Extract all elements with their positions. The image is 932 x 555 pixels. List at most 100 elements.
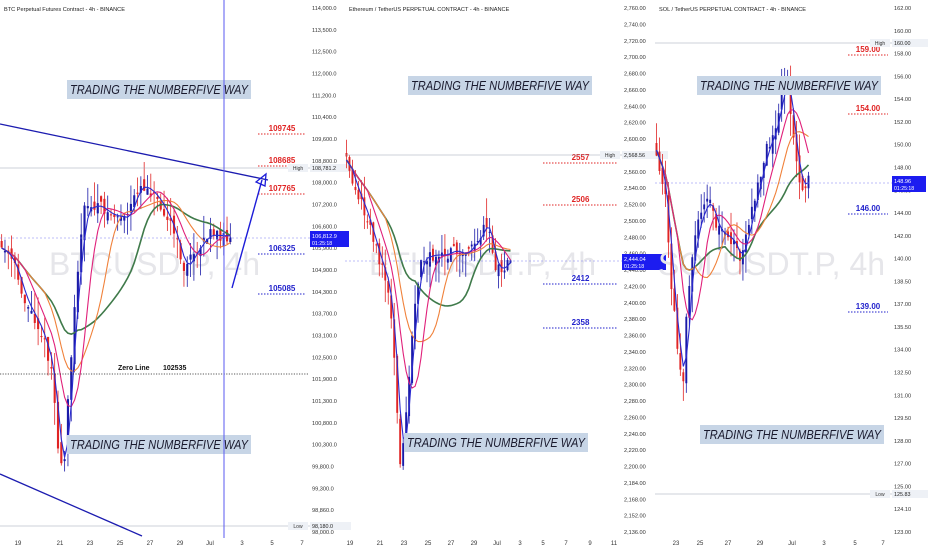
candle-body xyxy=(503,270,506,273)
price-tick-label: 104,300.0 xyxy=(312,290,337,296)
price-tag-timer: 01:25:18 xyxy=(624,264,644,270)
time-tick-label: Jul xyxy=(493,541,501,547)
time-tick-label: 27 xyxy=(147,541,154,547)
candle-body xyxy=(482,224,485,237)
price-tick-label: 108,800.0 xyxy=(312,159,337,165)
price-tick-label: 2,152.00 xyxy=(624,514,646,520)
candle-body xyxy=(405,412,408,442)
candle-body xyxy=(387,281,390,293)
candle-body xyxy=(199,248,202,257)
price-tick-label: 2,300.00 xyxy=(624,383,646,389)
candle-body xyxy=(738,250,741,261)
candle-body xyxy=(509,260,512,263)
moving-average-line xyxy=(655,131,809,279)
candle-body xyxy=(70,357,73,400)
candle-body xyxy=(801,175,804,190)
price-tick-label: 103,700.0 xyxy=(312,312,337,318)
candle-body xyxy=(56,401,60,449)
price-axis: 2,760.00 2,740.00 2,720.00 2,700.00 2,680.00… xyxy=(624,6,646,536)
candle-body xyxy=(109,214,113,216)
candle-body xyxy=(443,248,446,257)
time-axis: 19 21 23 25 27 29 Jul 3 5 7 xyxy=(15,541,305,547)
price-tick-label: 2,720.00 xyxy=(624,39,646,45)
price-tick-label: 162.00 xyxy=(894,6,911,12)
price-tick-label: 2,480.00 xyxy=(624,235,646,241)
candles xyxy=(655,65,810,401)
level-label: 106325 xyxy=(269,244,296,253)
candle-body xyxy=(789,83,792,114)
candle-body xyxy=(655,143,658,156)
price-tick-label: 2,500.00 xyxy=(624,219,646,225)
promo-banner xyxy=(697,76,881,95)
candle-body xyxy=(83,205,86,241)
price-tick-label: 101,300.0 xyxy=(312,399,337,405)
price-tag-value: 106,812.9 xyxy=(312,234,337,240)
level-label: 159.00 xyxy=(856,45,881,54)
time-tick-label: 5 xyxy=(270,541,274,547)
price-tick-label: 99,800.0 xyxy=(312,465,334,471)
level-label: 2557 xyxy=(572,153,590,162)
time-tick-label: 3 xyxy=(518,541,522,547)
price-tag-timer: 01:25:18 xyxy=(894,186,914,192)
candle-body xyxy=(13,257,16,264)
price-tick-label: 114,000.0 xyxy=(312,6,336,12)
zero-line-value: 102535 xyxy=(163,365,186,372)
candle-body xyxy=(186,263,189,276)
time-tick-label: 5 xyxy=(541,541,545,547)
price-tick-label: 2,420.00 xyxy=(624,284,646,290)
candle-body xyxy=(390,295,393,319)
candle-body xyxy=(470,244,473,247)
level-label: 2506 xyxy=(572,195,590,204)
candle-body xyxy=(46,336,50,361)
candle-body xyxy=(414,303,417,342)
candle-body xyxy=(679,353,682,370)
time-axis: 19 21 23 25 27 29 Jul 3 5 7 9 11 xyxy=(347,541,618,547)
candle-body xyxy=(136,192,139,194)
candle-body xyxy=(703,204,706,210)
candle-body xyxy=(372,222,375,242)
candle-body xyxy=(446,258,449,263)
candle-body xyxy=(488,231,491,233)
price-tick-label: 2,600.00 xyxy=(624,137,646,143)
price-tick-label: 144.00 xyxy=(894,211,911,217)
candle-body xyxy=(63,459,66,462)
candle-body xyxy=(697,219,700,239)
candle-body xyxy=(750,206,753,220)
candle-body xyxy=(139,186,142,193)
time-tick-label: Jul xyxy=(788,541,796,547)
candle-body xyxy=(20,277,23,294)
candle-body xyxy=(133,195,136,208)
candle-body xyxy=(682,372,685,382)
candle-body xyxy=(771,135,774,154)
promo-banner-text: TRADING THE NUMBERFIVE WAY xyxy=(703,428,882,442)
price-tick-label: 102,500.0 xyxy=(312,355,337,361)
candle-body xyxy=(747,224,750,235)
candles xyxy=(345,139,512,470)
high-label: High xyxy=(605,153,616,159)
candle-body xyxy=(792,115,795,138)
candle-body xyxy=(661,167,664,185)
price-tick-label: 107,200.0 xyxy=(312,203,337,209)
price-tick-label: 2,260.00 xyxy=(624,415,646,421)
price-tick-label: 154.00 xyxy=(894,97,911,103)
candle-body xyxy=(384,267,387,281)
candle-body xyxy=(685,316,688,384)
candle-body xyxy=(162,209,166,216)
low-label-box xyxy=(288,522,308,530)
candle-body xyxy=(0,241,3,248)
candle-body xyxy=(500,260,503,273)
candle-body xyxy=(129,203,132,213)
level-label: 2358 xyxy=(572,318,590,327)
candle-body xyxy=(694,235,697,261)
candle-body xyxy=(670,243,673,290)
candle-body xyxy=(357,189,360,200)
time-tick-label: 9 xyxy=(588,541,592,547)
candle-body xyxy=(103,198,106,214)
candle-body xyxy=(146,188,149,195)
price-tick-label: 140.00 xyxy=(894,257,911,263)
price-tick-label: 2,760.00 xyxy=(624,6,646,12)
candle-body xyxy=(3,250,7,253)
time-tick-label: 3 xyxy=(822,541,826,547)
